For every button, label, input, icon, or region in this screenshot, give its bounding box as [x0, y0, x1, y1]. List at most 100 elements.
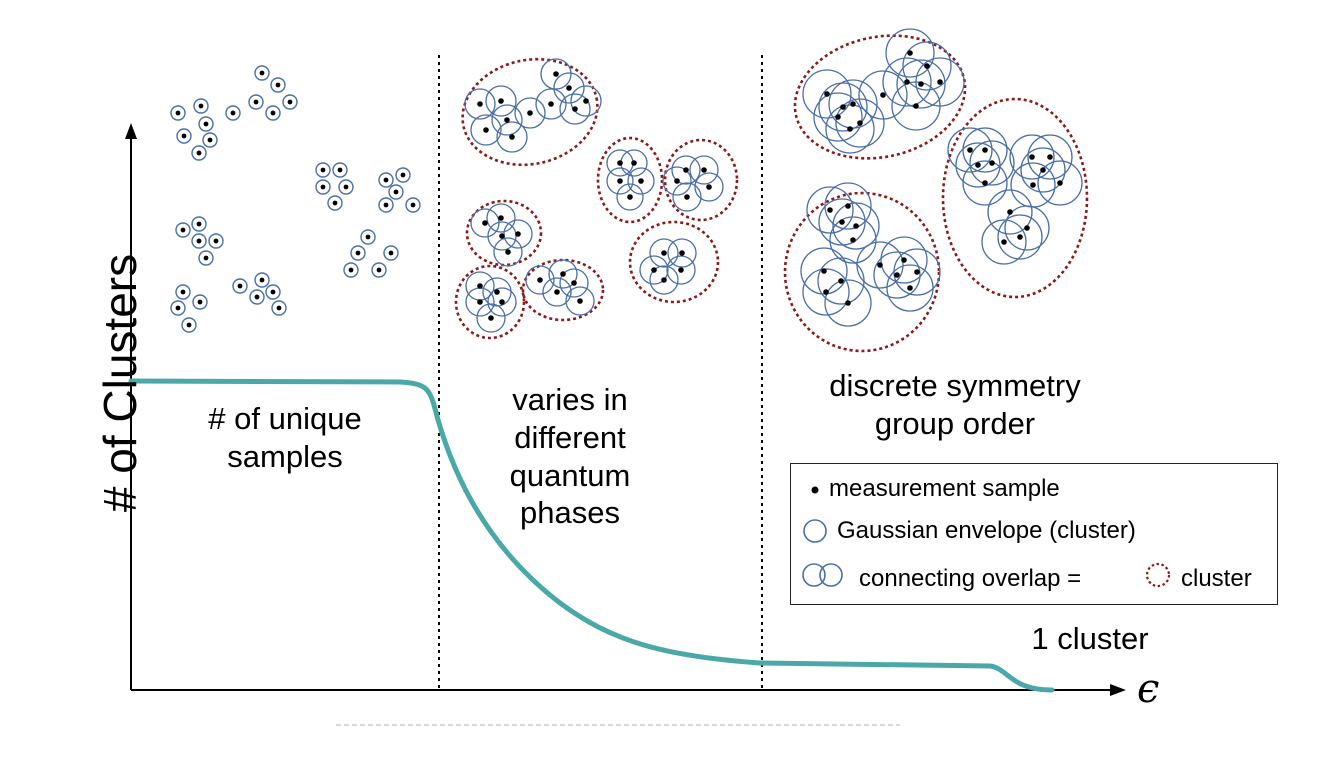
measurement-sample [355, 250, 361, 256]
legend-sample-text: measurement sample [829, 475, 1060, 502]
gaussian-envelope [208, 233, 224, 249]
measurement-sample [180, 289, 186, 295]
measurement-sample [175, 110, 181, 116]
gaussian-envelope [265, 284, 281, 300]
gaussian-envelope [828, 79, 878, 129]
region-2-label-line: varies in [512, 382, 628, 417]
gaussian-envelope [800, 247, 848, 295]
cluster-outline [628, 220, 720, 304]
gaussian-envelope [232, 278, 248, 294]
measurement-sample [683, 167, 689, 173]
legend: measurement sample Gaussian envelope (cl… [790, 463, 1278, 605]
gaussian-envelope [175, 284, 191, 300]
cluster-outline [454, 264, 526, 340]
measurement-sample [376, 267, 382, 273]
measurement-sample [275, 82, 281, 88]
measurement-sample [196, 238, 202, 244]
measurement-sample [320, 184, 326, 190]
gaussian-envelope [639, 255, 669, 285]
cluster-outline [783, 191, 941, 353]
measurement-sample [835, 114, 841, 120]
gaussian-envelope [327, 195, 343, 211]
measurement-sample [706, 184, 712, 190]
gaussian-envelope [249, 289, 265, 305]
gaussian-envelope-icon [803, 519, 827, 543]
gaussian-envelope [270, 77, 286, 93]
measurement-sample [499, 233, 505, 239]
measurement-sample [982, 147, 988, 153]
measurement-sample [287, 99, 293, 105]
gaussian-envelope [332, 162, 348, 178]
measurement-sample [320, 167, 326, 173]
gaussian-envelope [378, 172, 394, 188]
measurement-sample [877, 262, 883, 268]
legend-cluster-text: cluster [1181, 565, 1252, 592]
measurement-sample [847, 126, 853, 132]
gaussian-envelope [371, 262, 387, 278]
measurement-sample [840, 104, 846, 110]
measurement-sample [203, 121, 209, 127]
gaussian-envelope [858, 70, 908, 120]
gaussian-envelope [170, 300, 186, 316]
measurement-sample [907, 50, 913, 56]
gaussian-envelope [802, 268, 850, 316]
measurement-sample [207, 137, 213, 143]
gaussian-envelope [987, 189, 1033, 235]
region-3-label-line: group order [874, 405, 1036, 441]
gaussian-envelope [191, 145, 207, 161]
measurement-sample [554, 289, 560, 295]
x-axis-arrowhead [1110, 684, 1126, 696]
measurement-sample [383, 177, 389, 183]
cluster-outline [663, 138, 739, 222]
measurement-sample [537, 277, 543, 283]
region-3-label-line: discrete symmetry [829, 368, 1081, 403]
gaussian-envelope [176, 128, 192, 144]
measurement-sample [638, 178, 644, 184]
gaussian-envelope [689, 155, 719, 185]
measurement-sample [348, 267, 354, 273]
measurement-sample [583, 98, 589, 104]
measurement-sample [566, 85, 572, 91]
gaussian-envelope [470, 208, 500, 238]
gaussian-envelope [1004, 205, 1050, 251]
measurement-sample [270, 289, 276, 295]
gaussian-envelope [395, 167, 411, 183]
measurement-sample [498, 98, 504, 104]
gaussian-envelope [1020, 147, 1066, 193]
gaussian-envelope [181, 317, 197, 333]
legend-overlap-text: connecting overlap = [859, 565, 1082, 592]
gaussian-envelope [282, 94, 298, 110]
measurement-sample [975, 162, 981, 168]
measurement-sample [827, 207, 833, 213]
measurement-sample [548, 101, 554, 107]
gaussian-envelope [360, 229, 376, 245]
y-axis-title: # of Clusters [94, 253, 146, 513]
measurement-sample [499, 299, 505, 305]
cluster-outline [521, 258, 605, 322]
gaussian-envelope [553, 72, 585, 104]
legend-row-overlap: connecting overlap = cluster [791, 562, 1277, 596]
measurement-sample [515, 231, 521, 237]
gaussian-envelope [225, 105, 241, 121]
measurement-sample [494, 289, 500, 295]
measurement-sample [196, 150, 202, 156]
gaussian-envelope [202, 132, 218, 148]
measurement-sample [1001, 239, 1007, 245]
gaussian-envelope [672, 182, 702, 212]
gaussian-envelope [891, 81, 941, 131]
measurement-sample [845, 203, 851, 209]
gaussian-envelope [388, 184, 404, 200]
gaussian-envelope [962, 160, 1008, 206]
gaussian-envelope [198, 116, 214, 132]
gaussian-envelope [885, 28, 935, 78]
gaussian-envelope [873, 251, 921, 299]
measurement-sample [1030, 182, 1036, 188]
measurement-sample [1047, 154, 1053, 160]
measurement-sample [679, 250, 685, 256]
measurement-sample [1057, 180, 1063, 186]
gaussian-envelope [818, 82, 868, 132]
gaussian-envelope [824, 279, 872, 327]
measurement-sample [388, 250, 394, 256]
gaussian-envelope [802, 69, 852, 119]
region-2-label-line: phases [520, 495, 620, 531]
